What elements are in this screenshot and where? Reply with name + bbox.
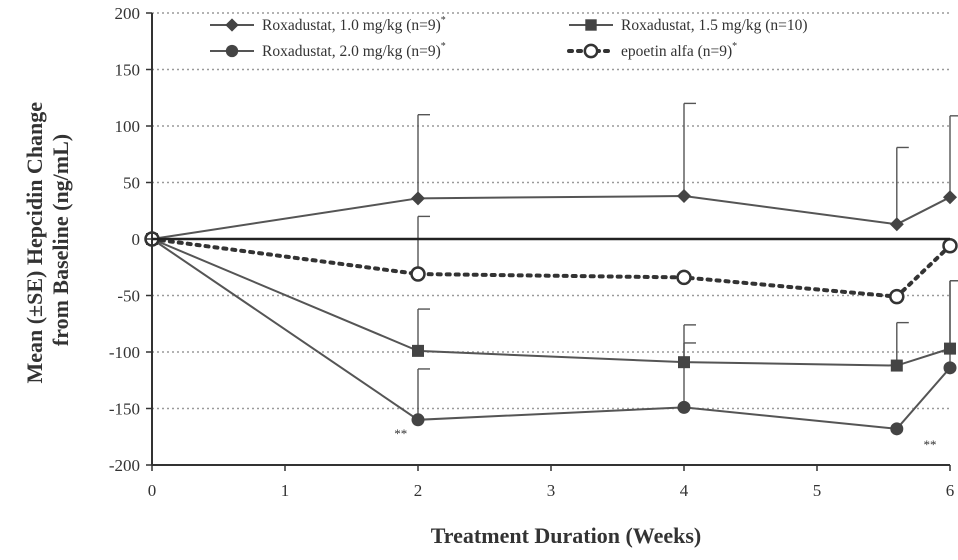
legend-entry-label: epoetin alfa (n=9)* [621, 41, 737, 60]
marker-diamond [225, 18, 239, 32]
marker-square [890, 359, 903, 372]
marker-open-circle [676, 269, 692, 286]
x-tick-label: 5 [813, 481, 822, 500]
x-tick-label: 4 [680, 481, 689, 500]
legend-superscript: * [732, 41, 737, 52]
tick-labels: 200 150 100 50 0 -50 -100 -150 -200 0 1 2 3 4 5 6 [109, 4, 954, 500]
marker-open-circle [410, 266, 426, 282]
marker-circle [411, 413, 425, 427]
marker-circle [677, 400, 691, 414]
legend-superscript: * [441, 15, 446, 26]
marker-square [585, 19, 597, 31]
marker-open-circle [942, 238, 958, 254]
legend-entry-label: Roxadustat, 1.5 mg/kg (n=10) [621, 17, 808, 34]
y-tick-label: 200 [115, 4, 141, 23]
marker-square [678, 356, 690, 369]
x-tick-label: 6 [946, 481, 955, 500]
series-line [151, 195, 951, 240]
error-bars [417, 102, 958, 420]
marker-diamond [677, 189, 691, 204]
y-tick-label: 0 [132, 230, 141, 249]
marker-diamond [889, 217, 904, 232]
marker-diamond [943, 190, 957, 205]
marker-square [412, 344, 424, 357]
y-tick-label: -100 [109, 343, 140, 362]
y-axis-title-line-2: from Baseline (ng/mL) [48, 134, 73, 346]
x-tick-label: 0 [148, 481, 157, 500]
y-axis-title: Mean (±SE) Hepcidin Change from Baseline… [22, 96, 73, 383]
x-tick-label: 2 [414, 481, 423, 500]
marker-circle [890, 422, 904, 436]
y-tick-label: -50 [117, 287, 140, 306]
y-tick-label: 50 [123, 174, 140, 193]
y-axis-title-line-1: Mean (±SE) Hepcidin Change [22, 102, 47, 384]
annotation-label: ** [394, 426, 407, 441]
annotation-label: ** [924, 437, 937, 452]
y-tick-label: -150 [109, 400, 140, 419]
legend: Roxadustat, 1.0 mg/kg (n=9)* Roxadustat, … [210, 15, 808, 60]
legend-entry-label: Roxadustat, 2.0 mg/kg (n=9)* [262, 41, 446, 60]
marker-circle [225, 44, 239, 58]
marker-open-circle [889, 288, 905, 305]
series-markers [144, 189, 958, 436]
y-tick-label: 100 [115, 117, 141, 136]
marker-square [944, 342, 956, 355]
annotations: ** ** [394, 426, 936, 452]
marker-diamond [411, 191, 425, 206]
legend-entry-label: Roxadustat, 1.0 mg/kg (n=9)* [262, 15, 446, 34]
x-axis-title: Treatment Duration (Weeks) [431, 523, 701, 548]
series-lines [150, 195, 952, 430]
series-line [151, 238, 951, 367]
axes [146, 12, 951, 471]
series-line [151, 238, 951, 430]
legend-superscript: * [441, 41, 446, 52]
marker-circle [943, 361, 957, 375]
x-tick-label: 1 [281, 481, 290, 500]
marker-open-circle [583, 43, 599, 59]
series-line [150, 237, 952, 299]
y-tick-label: -200 [109, 456, 140, 475]
x-tick-label: 3 [547, 481, 556, 500]
y-tick-label: 150 [115, 61, 141, 80]
